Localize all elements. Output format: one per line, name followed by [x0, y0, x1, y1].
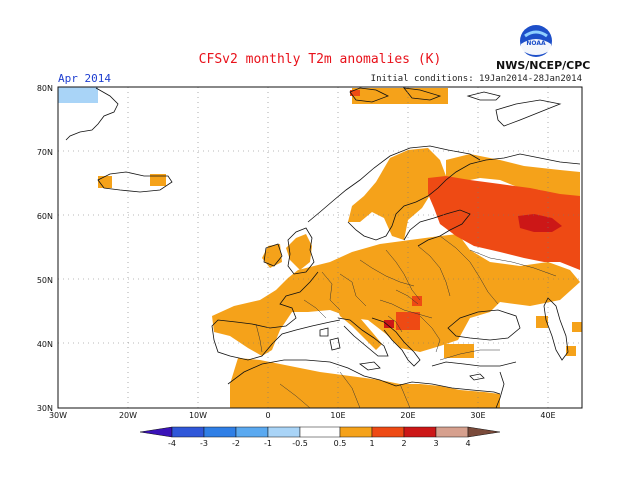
lat-tick-label: 50N: [37, 276, 53, 285]
lon-tick-label: 30W: [49, 411, 67, 420]
lat-tick-label: 40N: [37, 340, 53, 349]
legend-label: -0.5: [292, 439, 308, 448]
anomaly-cool-light: [58, 87, 98, 103]
lon-tick-label: 10E: [330, 411, 345, 420]
legend-color-cell: [267, 426, 301, 438]
svg-text:NOAA: NOAA: [526, 40, 546, 47]
legend-left-arrow: [139, 426, 173, 438]
color-legend: -4 -3 -2 -1 -0.5 0.5 1 2 3 4: [139, 426, 501, 448]
map-title: CFSv2 monthly T2m anomalies (K): [198, 52, 442, 67]
lon-tick-label: 20W: [119, 411, 137, 420]
legend-label: -2: [232, 439, 240, 448]
initial-conditions: Initial conditions: 19Jan2014-28Jan2014: [370, 74, 582, 84]
legend-color-cell: [171, 426, 205, 438]
legend-color-cell: [435, 426, 469, 438]
legend-label: 0.5: [334, 439, 347, 448]
coastlines: [65, 87, 581, 409]
legend-color-cell: [371, 426, 405, 438]
anomaly-warm-light: [98, 88, 582, 408]
lat-tick-label: 70N: [37, 148, 53, 157]
legend-label: 2: [401, 439, 406, 448]
legend-right-arrow: [467, 426, 501, 438]
graticule: [58, 87, 582, 408]
map-border: [57, 86, 583, 409]
noaa-logo-icon: NOAA: [520, 25, 552, 57]
legend-label: -3: [200, 439, 208, 448]
legend-color-cell: [403, 426, 437, 438]
legend-label: -1: [264, 439, 272, 448]
legend-label: 1: [369, 439, 374, 448]
legend-color-cell: [299, 426, 341, 438]
legend-color-cell: [339, 426, 373, 438]
lon-tick-label: 30E: [470, 411, 485, 420]
country-borders: [255, 235, 557, 409]
legend-label: 3: [433, 439, 438, 448]
legend-label: -4: [168, 439, 176, 448]
anomaly-warm-strong: [384, 214, 562, 328]
agency-label: NWS/NCEP/CPC: [496, 59, 591, 72]
lat-tick-label: 30N: [37, 404, 53, 413]
lat-tick-label: 80N: [37, 84, 53, 93]
lon-tick-label: 20E: [400, 411, 415, 420]
forecast-period: Apr 2014: [58, 72, 111, 85]
lat-tick-label: 60N: [37, 212, 53, 221]
lon-tick-label: 0: [265, 411, 270, 420]
lon-tick-label: 10W: [189, 411, 207, 420]
legend-color-cell: [235, 426, 269, 438]
lon-tick-label: 40E: [540, 411, 555, 420]
legend-color-cell: [203, 426, 237, 438]
legend-label: 4: [465, 439, 470, 448]
anomaly-warm-mid: [350, 90, 580, 330]
lat-axis: 30N 40N 50N 60N 70N 80N: [37, 84, 53, 413]
lon-axis: 30W 20W 10W 0 10E 20E 30E 40E: [49, 411, 556, 420]
